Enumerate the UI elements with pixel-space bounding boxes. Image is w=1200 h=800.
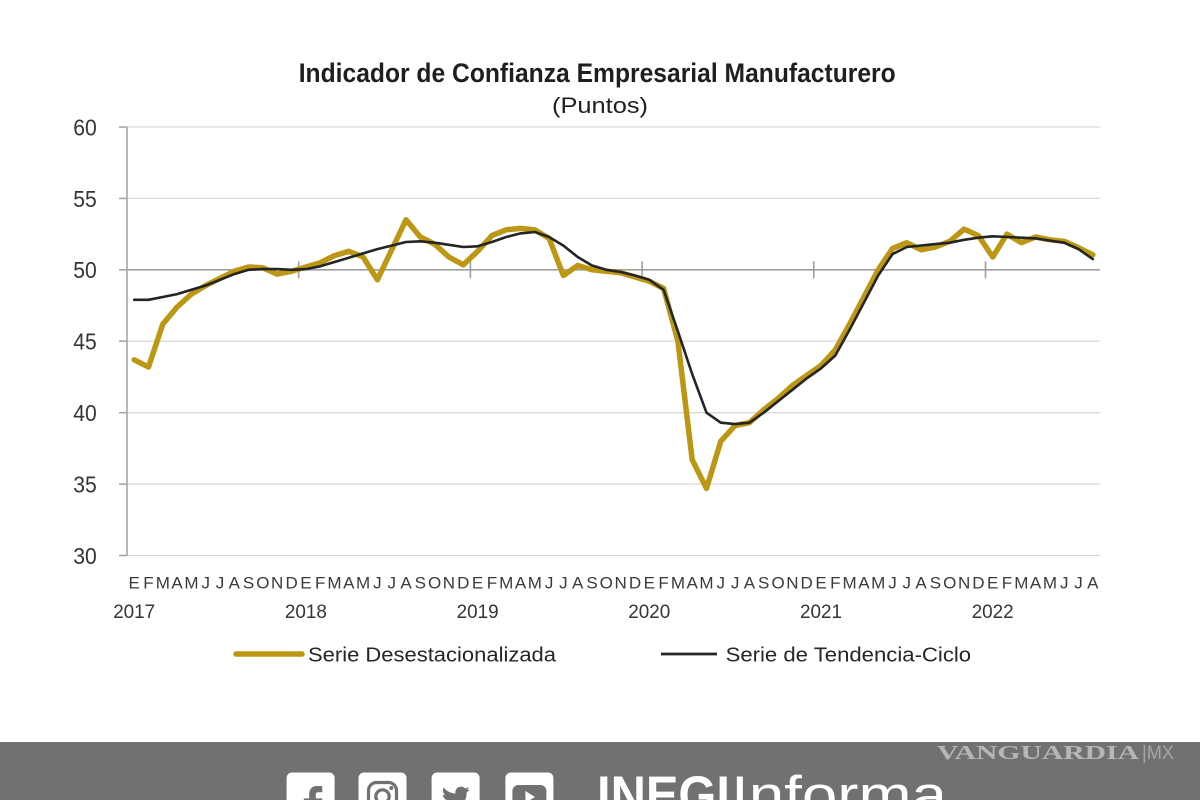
svg-text:J: J — [1060, 574, 1069, 593]
svg-text:N: N — [615, 574, 627, 593]
svg-text:E: E — [815, 574, 826, 593]
svg-text:A: A — [400, 574, 412, 593]
svg-text:A: A — [915, 574, 927, 593]
svg-text:E: E — [644, 574, 655, 593]
svg-text:2021: 2021 — [800, 601, 842, 623]
svg-text:J: J — [888, 574, 897, 593]
svg-text:D: D — [629, 574, 641, 593]
svg-text:S: S — [243, 574, 254, 593]
svg-text:A: A — [343, 574, 355, 593]
svg-text:N: N — [958, 574, 970, 593]
svg-text:M: M — [871, 574, 885, 593]
svg-text:M: M — [499, 574, 513, 593]
svg-text:M: M — [1043, 574, 1057, 593]
svg-text:F: F — [830, 574, 840, 593]
svg-text:J: J — [559, 574, 568, 593]
svg-text:30: 30 — [73, 543, 97, 569]
svg-text:55: 55 — [73, 186, 97, 212]
svg-text:M: M — [671, 574, 685, 593]
svg-text:35: 35 — [73, 472, 97, 498]
svg-text:O: O — [943, 574, 956, 593]
svg-text:2022: 2022 — [972, 601, 1014, 623]
svg-text:VANGUARDIA: VANGUARDIA — [937, 743, 1139, 764]
svg-text:F: F — [143, 574, 153, 593]
svg-text:2020: 2020 — [628, 601, 670, 623]
svg-text:Serie Desestacionalizada: Serie Desestacionalizada — [308, 645, 557, 667]
svg-text:E: E — [300, 574, 311, 593]
svg-text:O: O — [771, 574, 784, 593]
svg-text:J: J — [731, 574, 740, 593]
svg-text:A: A — [744, 574, 756, 593]
svg-text:M: M — [327, 574, 341, 593]
svg-text:M: M — [843, 574, 857, 593]
svg-text:J: J — [373, 574, 382, 593]
svg-text:A: A — [1087, 574, 1099, 593]
svg-text:(Puntos): (Puntos) — [552, 93, 648, 118]
svg-text:A: A — [171, 574, 183, 593]
svg-text:O: O — [600, 574, 613, 593]
svg-text:D: D — [457, 574, 469, 593]
svg-text:A: A — [687, 574, 699, 593]
svg-text:J: J — [903, 574, 912, 593]
svg-text:45: 45 — [73, 329, 97, 355]
svg-text:60: 60 — [73, 114, 97, 140]
svg-text:J: J — [387, 574, 396, 593]
svg-text:N: N — [271, 574, 283, 593]
svg-text:Informa: Informa — [731, 766, 948, 800]
svg-text:J: J — [1074, 574, 1083, 593]
svg-text:M: M — [356, 574, 370, 593]
svg-text:Indicador de Confianza Empresa: Indicador de Confianza Empresarial Manuf… — [299, 58, 896, 88]
svg-text:N: N — [443, 574, 455, 593]
svg-text:J: J — [717, 574, 726, 593]
svg-text:F: F — [1002, 574, 1012, 593]
svg-text:F: F — [315, 574, 325, 593]
svg-text:INEGI: INEGI — [597, 766, 730, 800]
svg-text:M: M — [699, 574, 713, 593]
svg-text:O: O — [428, 574, 441, 593]
svg-text:2017: 2017 — [113, 601, 155, 623]
svg-text:Serie de Tendencia-Ciclo: Serie de Tendencia-Ciclo — [726, 645, 972, 667]
svg-text:J: J — [201, 574, 210, 593]
svg-text:A: A — [515, 574, 527, 593]
svg-text:O: O — [256, 574, 269, 593]
svg-text:M: M — [184, 574, 198, 593]
svg-text:S: S — [586, 574, 597, 593]
svg-text:S: S — [930, 574, 941, 593]
svg-text:S: S — [758, 574, 769, 593]
svg-text:A: A — [229, 574, 241, 593]
svg-text:40: 40 — [73, 400, 97, 426]
svg-text:A: A — [858, 574, 870, 593]
svg-text:2018: 2018 — [285, 601, 327, 623]
svg-text:M: M — [528, 574, 542, 593]
svg-text:2019: 2019 — [457, 601, 499, 623]
svg-text:F: F — [658, 574, 668, 593]
svg-text:E: E — [472, 574, 483, 593]
svg-text:D: D — [972, 574, 984, 593]
svg-text:J: J — [216, 574, 225, 593]
svg-text:D: D — [801, 574, 813, 593]
svg-text:E: E — [129, 574, 140, 593]
svg-text:E: E — [987, 574, 998, 593]
svg-text:A: A — [1030, 574, 1042, 593]
svg-text:50: 50 — [73, 257, 97, 283]
svg-text:J: J — [545, 574, 554, 593]
svg-text:F: F — [487, 574, 497, 593]
svg-text:|MX: |MX — [1142, 742, 1174, 764]
svg-text:M: M — [156, 574, 170, 593]
svg-text:D: D — [285, 574, 297, 593]
svg-text:A: A — [572, 574, 584, 593]
svg-text:S: S — [415, 574, 426, 593]
svg-text:N: N — [786, 574, 798, 593]
svg-text:M: M — [1014, 574, 1028, 593]
